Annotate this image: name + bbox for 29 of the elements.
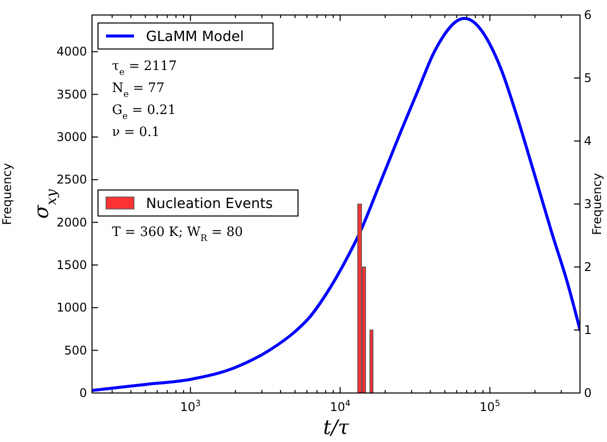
y2-axis-title: Frequency [590,173,604,235]
annotation: N$_{e}$ = 77 [112,81,164,100]
annotation: τ$_{e}$ = 2117 [112,59,177,78]
y2-tick-label: 5 [584,71,592,85]
y2-tick-label: 3 [584,197,592,211]
y2-tick-label: 1 [584,323,592,337]
x-axis-title: t/τ [323,415,350,439]
annotation: ν = 0.1 [112,125,160,140]
annotation: T = 360 K; W$_{R}$ = 80 [112,225,243,244]
y-tick-label: 0 [79,386,87,400]
legend-label: GLaMM Model [146,29,244,45]
y-tick-label: 3500 [56,87,87,102]
y2-tick-label: 6 [584,8,592,22]
y2-tick-label: 2 [584,260,592,274]
y-tick-label: 2000 [56,215,87,230]
y-tick-label: 1000 [56,300,87,315]
y2-tick-label: 0 [584,386,592,400]
annotation: G$_{e}$ = 0.21 [112,103,176,122]
y-tick-label: 500 [64,343,87,358]
legend-label: Nucleation Events [146,196,273,212]
x-tick-label: 10$^{3}$ [180,398,201,414]
x-tick-label: 10$^{4}$ [330,398,350,414]
y-tick-label: 4000 [56,44,87,59]
y2-tick-label: 4 [584,134,592,148]
y-tick-label: 3000 [56,130,87,144]
x-tick-label: 10$^{5}$ [480,398,500,414]
y-tick-label: 1500 [56,258,87,272]
y-tick-label: 2500 [56,172,87,187]
text: Frequency [0,163,14,225]
